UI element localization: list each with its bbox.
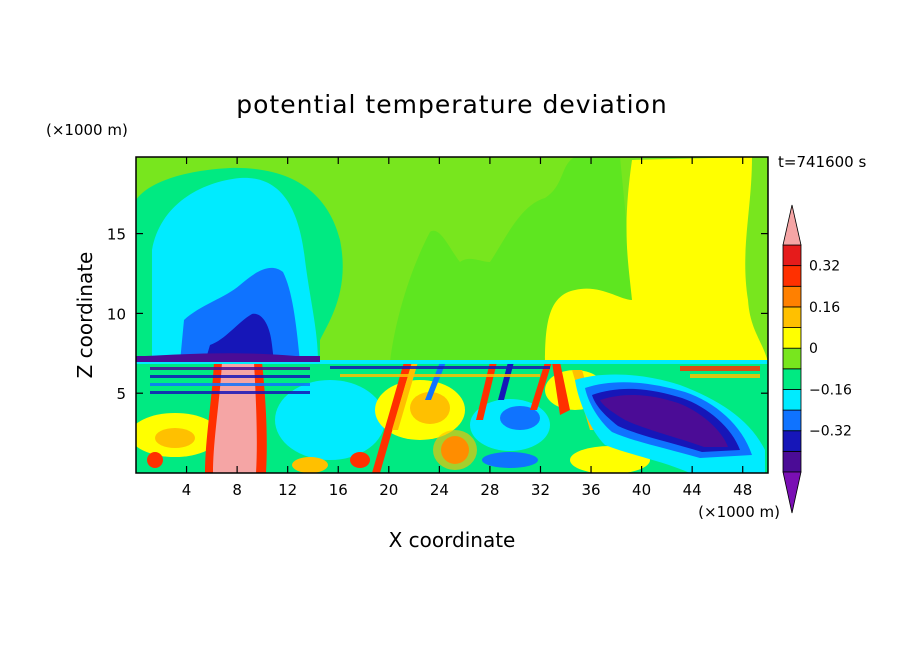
colorbar-label-4: −0.32 [809,424,852,440]
y-tick-label-0: 5 [116,385,126,403]
lower-blob-orange-2 [155,428,195,448]
x-tick-label-11: 48 [733,481,752,499]
lower-blob-orange [410,392,450,424]
lower-blob-blue-2 [482,452,538,468]
x-axis-label: X coordinate [389,528,516,552]
x-units-label: (×1000 m) [698,503,780,521]
colorbar-box-9 [782,265,802,287]
colorbar-label-3: −0.16 [809,382,852,398]
y-tick-label-1: 10 [107,305,126,323]
interface-striations [150,366,760,394]
cold-region-purple [600,394,728,447]
plot-frame [135,156,769,474]
lower-blob-orange-3 [433,430,477,470]
interface-band-cyan [136,360,768,364]
y-axis: 5 10 15 [107,226,768,403]
colorbar-box-1 [782,430,802,452]
slanted-band-red [372,362,412,473]
time-label: t=741600 s [778,153,866,171]
lower-blob-blue [500,406,540,430]
slanted-band-red-4 [552,362,570,415]
x-tick-label-10: 44 [683,481,702,499]
x-tick-label-1: 8 [232,481,242,499]
striation-6 [340,374,540,377]
x-tick-label-9: 40 [632,481,651,499]
colorbar-box-2 [782,409,802,432]
slanted-band-blue [425,362,446,400]
striation-5 [330,366,550,369]
striation-4 [150,391,310,394]
striation-1 [150,367,310,370]
x-tick-label-3: 16 [329,481,348,499]
y-units-label: (×1000 m) [46,121,128,139]
striation-8 [690,374,760,378]
chart-title: potential temperature deviation [236,90,667,119]
colorbar-box-0 [782,450,802,473]
colorbar: 0.32 0.16 0 −0.16 −0.32 [782,204,852,514]
colorbar-extend-top [782,204,802,246]
slanted-band-red-3 [530,362,552,410]
colorbar-box-5 [782,347,802,370]
colorbar-box-6 [782,327,802,349]
striation-3 [150,383,310,386]
y-axis-label: Z coordinate [73,252,97,379]
striation-2 [150,375,310,378]
colorbar-box-7 [782,306,802,328]
colorbar-label-1: 0.16 [809,300,840,316]
y-tick-label-2: 15 [107,226,126,244]
colorbar-label-0: 0.32 [809,259,840,275]
colorbar-box-3 [782,389,802,411]
field-region-yellow [545,157,768,362]
lower-blob-orange-4 [292,457,328,473]
slanted-band-orange [392,362,418,430]
colorbar-box-10 [782,244,802,267]
striation-7 [680,366,760,371]
colorbar-box-4 [782,368,802,390]
lower-blob-cyan [275,380,385,460]
lower-blob-red [147,452,163,468]
x-tick-label-7: 32 [531,481,550,499]
colorbar-box-8 [782,285,802,308]
x-tick-label-6: 28 [480,481,499,499]
colorbar-label-2: 0 [809,341,818,357]
x-tick-label-5: 24 [430,481,449,499]
x-tick-label-2: 12 [278,481,297,499]
colorbar-extend-bottom [782,471,802,514]
lower-blob-red-3 [350,452,370,468]
warm-plume-pink [213,362,257,473]
x-tick-label-8: 36 [581,481,600,499]
slanted-band-blue-2 [498,362,514,400]
field-region-darkblue [205,313,274,362]
x-axis: 4 8 12 16 20 24 28 32 36 40 44 48 [182,157,752,499]
interface-band-purple [136,356,320,362]
x-tick-label-0: 4 [182,481,192,499]
x-tick-label-4: 20 [379,481,398,499]
plot-area [135,156,769,474]
